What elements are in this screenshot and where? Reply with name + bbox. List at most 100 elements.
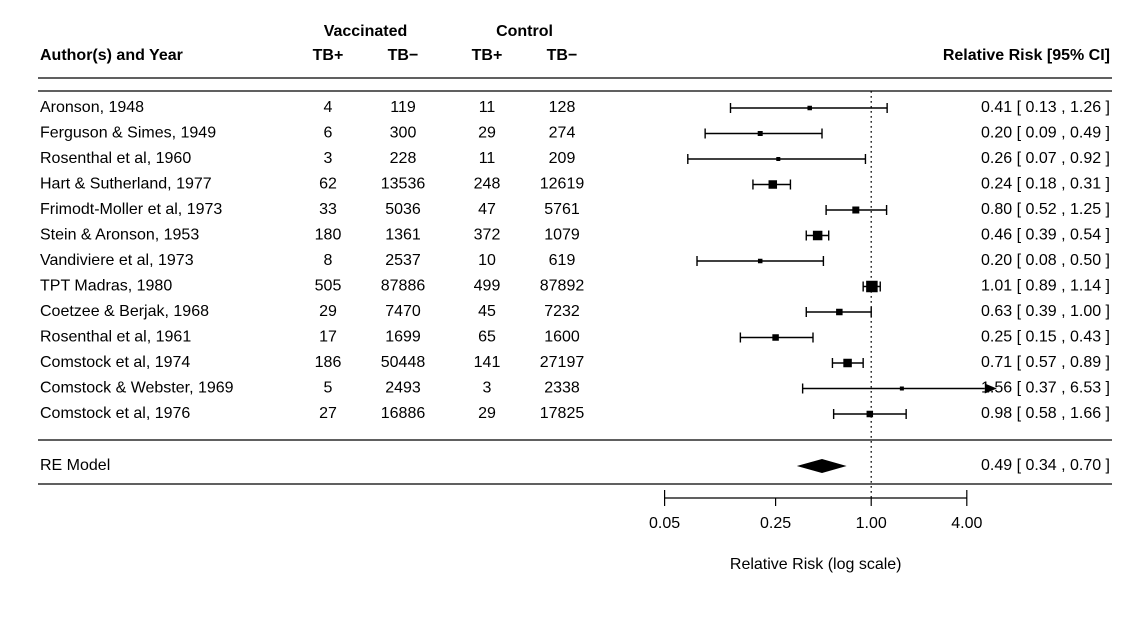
- study-rr-text: 0.46 [ 0.39 , 0.54 ]: [981, 227, 1110, 244]
- study-vacc-neg: 13536: [381, 176, 426, 193]
- point-estimate-box: [772, 334, 779, 341]
- study-vacc-pos: 8: [324, 252, 333, 269]
- header-vacc-tbneg: TB−: [388, 47, 419, 64]
- point-estimate-box: [867, 411, 874, 418]
- study-vacc-neg: 2493: [385, 380, 421, 397]
- study-vacc-neg: 1699: [385, 329, 421, 346]
- study-ctrl-neg: 1079: [544, 227, 580, 244]
- point-estimate-box: [852, 207, 859, 214]
- study-ctrl-neg: 17825: [540, 405, 585, 422]
- study-ctrl-pos: 47: [478, 201, 496, 218]
- header-rr: Relative Risk [95% CI]: [943, 47, 1110, 64]
- study-vacc-pos: 180: [315, 227, 342, 244]
- header-author: Author(s) and Year: [40, 47, 183, 64]
- study-rr-text: 0.41 [ 0.13 , 1.26 ]: [981, 99, 1110, 116]
- point-estimate-box: [758, 259, 763, 264]
- study-author: Rosenthal et al, 1961: [40, 329, 191, 346]
- study-vacc-pos: 6: [324, 125, 333, 142]
- study-rr-text: 0.25 [ 0.15 , 0.43 ]: [981, 329, 1110, 346]
- study-ctrl-neg: 27197: [540, 354, 585, 371]
- study-rr-text: 0.63 [ 0.39 , 1.00 ]: [981, 303, 1110, 320]
- forest-plot: Vaccinated Control Author(s) and Year TB+ TB…: [0, 0, 1146, 619]
- study-vacc-pos: 33: [319, 201, 337, 218]
- header-ctrl-tbneg: TB−: [547, 47, 578, 64]
- study-ctrl-neg: 619: [549, 252, 576, 269]
- study-vacc-neg: 50448: [381, 354, 426, 371]
- study-ctrl-pos: 45: [478, 303, 496, 320]
- study-ctrl-pos: 11: [479, 150, 496, 167]
- header-vaccinated: Vaccinated: [324, 23, 408, 40]
- study-ctrl-pos: 65: [478, 329, 496, 346]
- study-ctrl-pos: 11: [479, 99, 496, 116]
- study-vacc-neg: 5036: [385, 201, 421, 218]
- summary-diamond: [797, 459, 847, 473]
- study-vacc-pos: 5: [324, 380, 333, 397]
- study-rr-text: 0.98 [ 0.58 , 1.66 ]: [981, 405, 1110, 422]
- study-ctrl-pos: 3: [483, 380, 492, 397]
- point-estimate-box: [807, 106, 812, 111]
- study-author: Stein & Aronson, 1953: [40, 227, 199, 244]
- study-rr-text: 0.20 [ 0.09 , 0.49 ]: [981, 125, 1110, 142]
- study-author: TPT Madras, 1980: [40, 278, 172, 295]
- study-rr-text: 1.01 [ 0.89 , 1.14 ]: [981, 278, 1110, 295]
- study-rr-text: 0.26 [ 0.07 , 0.92 ]: [981, 150, 1110, 167]
- study-vacc-pos: 17: [319, 329, 337, 346]
- study-ctrl-neg: 128: [549, 99, 576, 116]
- study-ctrl-neg: 274: [549, 125, 576, 142]
- study-ctrl-neg: 209: [549, 150, 576, 167]
- study-author: Aronson, 1948: [40, 99, 144, 116]
- study-vacc-neg: 87886: [381, 278, 426, 295]
- study-ctrl-pos: 372: [474, 227, 501, 244]
- study-vacc-neg: 1361: [385, 227, 421, 244]
- study-rr-text: 0.20 [ 0.08 , 0.50 ]: [981, 252, 1110, 269]
- header-vacc-tbpos: TB+: [313, 47, 344, 64]
- study-vacc-pos: 505: [315, 278, 342, 295]
- study-ctrl-pos: 499: [474, 278, 501, 295]
- study-vacc-neg: 7470: [385, 303, 421, 320]
- study-author: Vandiviere et al, 1973: [40, 252, 194, 269]
- study-author: Hart & Sutherland, 1977: [40, 176, 212, 193]
- study-vacc-pos: 4: [324, 99, 333, 116]
- study-vacc-pos: 62: [319, 176, 337, 193]
- study-rr-text: 0.71 [ 0.57 , 0.89 ]: [981, 354, 1110, 371]
- point-estimate-box: [813, 231, 823, 241]
- study-vacc-pos: 3: [324, 150, 333, 167]
- study-ctrl-neg: 12619: [540, 176, 585, 193]
- study-rr-text: 0.24 [ 0.18 , 0.31 ]: [981, 176, 1110, 193]
- point-estimate-box: [843, 359, 852, 368]
- study-ctrl-neg: 87892: [540, 278, 585, 295]
- header-ctrl-tbpos: TB+: [472, 47, 503, 64]
- point-estimate-box: [758, 131, 763, 136]
- axis-tick-label: 0.05: [649, 515, 680, 532]
- study-ctrl-neg: 1600: [544, 329, 580, 346]
- point-estimate-box: [866, 281, 878, 293]
- study-rr-text: 1.56 [ 0.37 , 6.53 ]: [981, 380, 1110, 397]
- study-vacc-pos: 186: [315, 354, 342, 371]
- study-vacc-neg: 16886: [381, 405, 426, 422]
- summary-rr-text: 0.49 [ 0.34 , 0.70 ]: [981, 457, 1110, 474]
- point-estimate-box: [769, 180, 778, 189]
- study-ctrl-neg: 5761: [544, 201, 580, 218]
- summary-label: RE Model: [40, 457, 110, 474]
- study-ctrl-pos: 29: [478, 125, 496, 142]
- study-vacc-pos: 27: [319, 405, 337, 422]
- study-ctrl-pos: 29: [478, 405, 496, 422]
- header-control: Control: [496, 23, 553, 40]
- axis-tick-label: 1.00: [856, 515, 887, 532]
- study-ctrl-neg: 7232: [544, 303, 580, 320]
- study-author: Comstock et al, 1976: [40, 405, 190, 422]
- axis-tick-label: 4.00: [951, 515, 982, 532]
- study-author: Rosenthal et al, 1960: [40, 150, 191, 167]
- study-author: Frimodt-Moller et al, 1973: [40, 201, 222, 218]
- study-ctrl-pos: 248: [474, 176, 501, 193]
- study-vacc-neg: 300: [390, 125, 417, 142]
- study-author: Ferguson & Simes, 1949: [40, 125, 216, 142]
- study-author: Comstock et al, 1974: [40, 354, 190, 371]
- study-author: Comstock & Webster, 1969: [40, 380, 234, 397]
- study-author: Coetzee & Berjak, 1968: [40, 303, 209, 320]
- study-rr-text: 0.80 [ 0.52 , 1.25 ]: [981, 201, 1110, 218]
- point-estimate-box: [900, 387, 904, 391]
- point-estimate-box: [776, 157, 780, 161]
- study-vacc-neg: 228: [390, 150, 417, 167]
- axis-tick-label: 0.25: [760, 515, 791, 532]
